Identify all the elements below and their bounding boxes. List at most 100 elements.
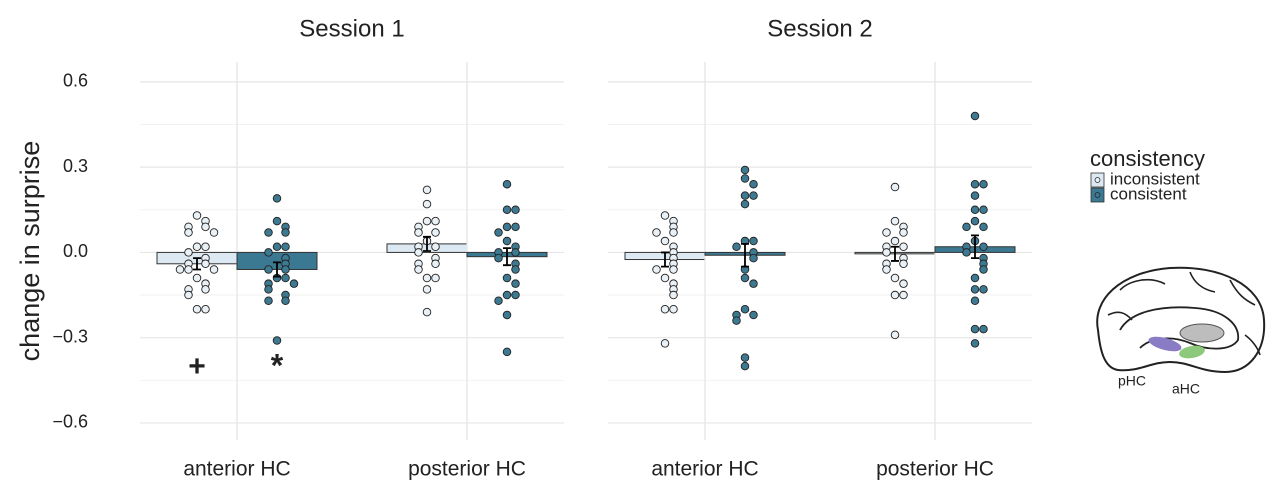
data-point xyxy=(289,279,299,288)
legend-label: inconsistent xyxy=(1110,169,1200,188)
data-point xyxy=(740,174,750,183)
data-point xyxy=(502,273,512,283)
panel-title: Session 2 xyxy=(767,15,872,42)
inset-label: aHC xyxy=(1172,381,1200,397)
error-bar xyxy=(423,235,431,252)
data-point xyxy=(882,248,891,257)
data-point xyxy=(431,259,440,269)
data-point xyxy=(890,273,900,283)
data-point xyxy=(970,285,980,294)
x-tick-label: posterior HC xyxy=(876,458,994,481)
data-point xyxy=(502,347,512,357)
data-point xyxy=(749,236,758,246)
data-point xyxy=(660,211,670,220)
data-point xyxy=(502,205,512,215)
data-point xyxy=(890,236,900,246)
data-point xyxy=(979,222,988,232)
data-point xyxy=(732,242,741,251)
data-point xyxy=(431,273,440,283)
data-point xyxy=(502,179,512,189)
data-point xyxy=(740,305,750,314)
data-point xyxy=(970,324,980,334)
data-point xyxy=(669,228,678,237)
data-point xyxy=(192,242,202,251)
data-point xyxy=(882,228,891,237)
data-point xyxy=(414,228,423,237)
annotation: * xyxy=(271,347,284,383)
data-point xyxy=(511,279,520,288)
posterior-hc xyxy=(1148,336,1182,352)
data-point xyxy=(660,339,670,348)
data-point xyxy=(422,199,432,209)
data-point xyxy=(281,296,290,305)
data-point xyxy=(431,216,440,226)
data-point xyxy=(502,236,512,246)
data-point xyxy=(281,242,290,251)
data-point xyxy=(740,191,750,200)
brain-sulci xyxy=(1107,271,1261,356)
data-point xyxy=(749,310,758,320)
brain-gyrus xyxy=(1119,306,1239,350)
legend-point xyxy=(1094,192,1101,198)
data-point xyxy=(740,361,750,371)
data-point xyxy=(732,316,741,325)
legend-label: consistent xyxy=(1110,184,1187,203)
data-point xyxy=(660,273,670,283)
data-point xyxy=(209,228,219,237)
data-point xyxy=(962,248,971,257)
data-point xyxy=(502,310,512,320)
data-point xyxy=(502,290,512,300)
data-point xyxy=(962,222,971,232)
data-point xyxy=(201,242,210,251)
data-point xyxy=(899,279,908,288)
data-point xyxy=(749,179,758,189)
y-tick-label: 0.6 xyxy=(63,71,88,91)
y-tick-label: 0.0 xyxy=(63,241,88,261)
data-point xyxy=(422,185,432,195)
brain-outline xyxy=(1096,266,1266,374)
x-tick-label: posterior HC xyxy=(408,458,526,481)
data-point xyxy=(431,242,440,251)
data-point xyxy=(749,253,758,263)
data-point xyxy=(970,111,980,121)
data-point xyxy=(502,222,512,232)
data-point xyxy=(264,265,273,274)
data-point xyxy=(890,216,900,226)
data-point xyxy=(740,273,750,283)
data-point xyxy=(660,236,670,246)
data-point xyxy=(740,165,750,175)
error-bar xyxy=(503,247,511,267)
error-bar xyxy=(661,251,669,268)
data-point xyxy=(281,228,290,237)
inset-label: pHC xyxy=(1118,373,1146,389)
data-point xyxy=(740,353,750,362)
data-point xyxy=(970,216,980,226)
data-point xyxy=(660,305,670,314)
data-point xyxy=(414,248,423,257)
x-tick-label: anterior HC xyxy=(651,458,758,481)
error-bar xyxy=(741,242,749,268)
data-point xyxy=(422,307,432,317)
data-point xyxy=(669,305,678,314)
data-point xyxy=(201,305,210,314)
data-point xyxy=(281,265,290,274)
data-point xyxy=(431,228,440,237)
data-point xyxy=(669,290,678,300)
data-point xyxy=(890,330,900,340)
data-point xyxy=(201,285,210,294)
data-point xyxy=(970,191,980,200)
y-tick-label: −0.6 xyxy=(52,412,88,432)
data-point xyxy=(740,199,750,209)
data-point xyxy=(192,211,202,220)
data-point xyxy=(422,273,432,283)
brain-thalamus xyxy=(1179,323,1225,343)
data-point xyxy=(979,285,988,294)
data-point xyxy=(749,191,758,200)
data-point xyxy=(890,290,900,300)
data-point xyxy=(652,228,661,237)
data-point xyxy=(281,273,290,283)
data-point xyxy=(494,296,503,305)
panel-title: Session 1 xyxy=(299,15,404,42)
data-point xyxy=(264,228,273,237)
data-point xyxy=(272,242,282,251)
